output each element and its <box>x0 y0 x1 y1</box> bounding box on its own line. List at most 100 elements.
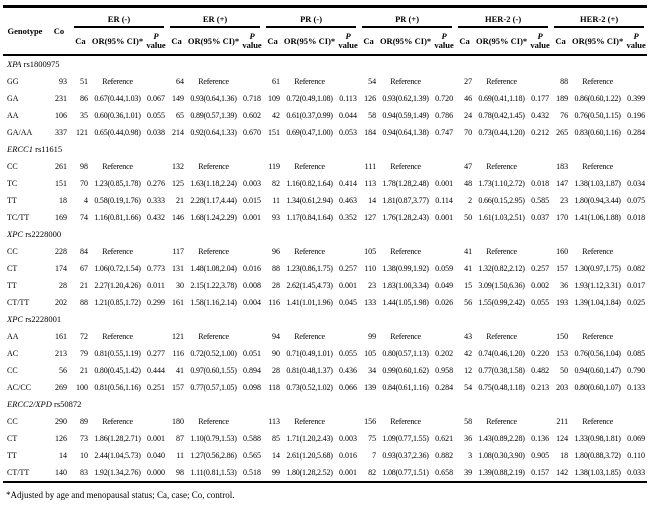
cell-odds-ratio: 2.27(1.20,4.26) <box>94 280 141 290</box>
cell-odds-ratio: 1.80(0.88,3.72) <box>574 450 621 460</box>
cell-odds-ratio: 0.84(0.61,1.16) <box>382 382 429 392</box>
cell-case-count: 35 <box>80 110 88 120</box>
genotype-data-row: CT/TT 202 88 1.21(0.85,1.72) 0.299 161 1.58(1.… <box>3 294 647 311</box>
cell-odds-ratio: 1.73(1.10,2.72) <box>478 178 525 188</box>
cell-case-count: 96 <box>272 246 281 256</box>
cell-case-count: 54 <box>464 382 473 392</box>
cell-case-count: 79 <box>80 348 88 358</box>
cell-case-count: 203 <box>556 382 569 392</box>
cell-p-value <box>433 413 455 430</box>
cell-case-count: 70 <box>80 178 88 188</box>
cell-p-value <box>337 158 359 175</box>
cell-p-value: 0.213 <box>531 382 550 392</box>
cell-p-value: 0.220 <box>531 348 550 358</box>
cell-odds-ratio: 2.62(1.45,4.73) <box>286 280 333 290</box>
cell-case-count: 67 <box>80 263 88 273</box>
cell-case-count: 75 <box>368 433 377 443</box>
cell-odds-ratio: 1.76(1.28,2.43) <box>382 212 429 222</box>
cell-case-count: 214 <box>172 127 185 137</box>
cell-odds-ratio: 0.81(0.56,1.16) <box>94 382 141 392</box>
cell-case-count: 170 <box>556 212 569 222</box>
cell-control-count: 290 <box>55 416 67 426</box>
cell-case-count: 111 <box>364 161 377 171</box>
cell-case-count: 54 <box>368 76 377 86</box>
cell-case-count: 105 <box>364 246 377 256</box>
group-header-her2-neg: HER-2 (-) <box>455 7 551 28</box>
cell-odds-ratio: 0.92(0.64,1.33) <box>190 127 237 137</box>
cell-p-value: 0.257 <box>339 263 358 273</box>
group-header-pr-pos: PR (+) <box>359 7 455 28</box>
cell-odds-ratio: 1.61(1.03,2.51) <box>478 212 525 222</box>
cell-genotype: CC <box>7 416 18 426</box>
cell-control-count: 161 <box>55 331 67 341</box>
cell-p-value: 0.352 <box>339 212 358 222</box>
cell-case-count: 56 <box>464 297 473 307</box>
cell-odds-ratio: Reference <box>390 161 421 171</box>
cell-p-value: 0.518 <box>243 467 262 477</box>
cell-odds-ratio: 0.72(0.49,1.08) <box>286 93 333 103</box>
cell-odds-ratio: Reference <box>582 161 613 171</box>
cell-p-value: 0.001 <box>147 433 166 443</box>
sub-header-ca: Ca <box>167 28 187 56</box>
cell-control-count: 140 <box>55 467 67 477</box>
cell-odds-ratio: 3.09(1.50,6.36) <box>478 280 525 290</box>
cell-odds-ratio: Reference <box>582 416 613 426</box>
cell-odds-ratio: 1.41(1.01,1.96) <box>286 297 333 307</box>
cell-p-value: 0.053 <box>339 127 358 137</box>
cell-case-count: 50 <box>560 365 569 375</box>
cell-p-value: 0.718 <box>243 93 262 103</box>
cell-odds-ratio: Reference <box>198 246 229 256</box>
table-header: Genotype Co ER (-) ER (+) PR (-) PR (+) … <box>3 6 648 56</box>
cell-p-value: 0.044 <box>339 110 358 120</box>
cell-control-count: 93 <box>59 76 67 86</box>
cell-case-count: 87 <box>176 433 185 443</box>
cell-case-count: 151 <box>268 127 281 137</box>
cell-case-count: 41 <box>176 365 185 375</box>
cell-case-count: 139 <box>364 382 377 392</box>
cell-p-value: 0.621 <box>435 433 454 443</box>
cell-p-value: 0.016 <box>243 263 262 273</box>
cell-p-value: 0.003 <box>339 433 358 443</box>
cell-case-count: 147 <box>556 178 569 188</box>
cell-odds-ratio: 1.09(0.77,1.55) <box>382 433 429 443</box>
cell-case-count: 50 <box>464 212 473 222</box>
cell-genotype: GG <box>7 76 19 86</box>
cell-case-count: 88 <box>80 297 88 307</box>
cell-case-count: 73 <box>80 433 88 443</box>
cell-control-count: 151 <box>55 178 67 188</box>
cell-odds-ratio: 1.38(1.03,1.85) <box>574 467 621 477</box>
cell-odds-ratio: 1.08(0.30,3.90) <box>478 450 525 460</box>
cell-control-count: 106 <box>55 110 67 120</box>
genotype-data-row: CC 56 21 0.80(0.45,1.42) 0.444 41 0.97(0.60,1.… <box>3 362 647 379</box>
col-header-co: Co <box>47 6 71 56</box>
cell-p-value: 0.212 <box>531 127 550 137</box>
cell-p-value: 0.018 <box>627 212 646 222</box>
cell-p-value: 0.284 <box>435 382 454 392</box>
cell-case-count: 72 <box>80 331 88 341</box>
cell-case-count: 21 <box>80 280 88 290</box>
cell-case-count: 156 <box>364 416 377 426</box>
cell-p-value: 0.251 <box>147 382 166 392</box>
cell-case-count: 10 <box>80 450 88 460</box>
cell-p-value: 0.136 <box>531 433 550 443</box>
cell-p-value: 0.011 <box>147 280 165 290</box>
cell-case-count: 11 <box>176 450 185 460</box>
cell-p-value <box>337 243 359 260</box>
cell-control-count: 261 <box>55 161 67 171</box>
cell-odds-ratio: 0.86(0.60,1.22) <box>574 93 621 103</box>
cell-p-value <box>433 243 455 260</box>
cell-odds-ratio: 1.34(0.61,2.94) <box>286 195 333 205</box>
cell-p-value: 0.067 <box>147 93 166 103</box>
cell-p-value: 0.894 <box>243 365 262 375</box>
cell-p-value: 0.045 <box>339 297 358 307</box>
cell-odds-ratio: 1.58(1.16,2.14) <box>190 297 237 307</box>
cell-odds-ratio: 1.11(0.81,1.53) <box>190 467 237 477</box>
cell-odds-ratio: Reference <box>198 416 229 426</box>
cell-p-value <box>433 73 455 90</box>
sub-header-ca: Ca <box>359 28 379 56</box>
cell-case-count: 15 <box>464 280 473 290</box>
cell-p-value: 0.786 <box>435 110 454 120</box>
